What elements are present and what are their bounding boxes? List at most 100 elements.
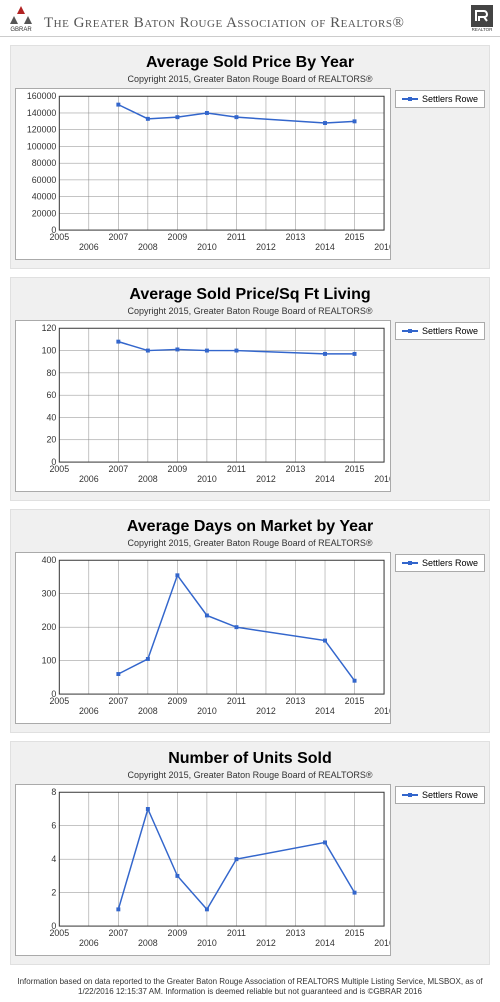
svg-text:2005: 2005 (49, 696, 69, 706)
chart-legend: Settlers Rowe (395, 786, 485, 804)
svg-text:2011: 2011 (227, 928, 246, 938)
svg-text:2005: 2005 (49, 232, 69, 242)
svg-text:60000: 60000 (32, 175, 57, 185)
svg-text:80000: 80000 (32, 158, 57, 168)
svg-text:2012: 2012 (256, 474, 276, 484)
svg-text:2013: 2013 (286, 696, 306, 706)
svg-text:2006: 2006 (79, 242, 99, 252)
chart-plot: 0204060801001202005200720092011201320152… (15, 320, 391, 492)
chart-title: Average Sold Price By Year (15, 54, 485, 72)
svg-text:100000: 100000 (27, 141, 57, 151)
chart-legend: Settlers Rowe (395, 322, 485, 340)
chart-title: Number of Units Sold (15, 750, 485, 768)
svg-text:400: 400 (42, 555, 57, 565)
svg-text:300: 300 (42, 589, 57, 599)
chart-row: 0100200300400200520072009201120132015200… (15, 552, 485, 724)
svg-text:2008: 2008 (138, 242, 158, 252)
svg-text:2006: 2006 (79, 474, 99, 484)
svg-text:2010: 2010 (197, 242, 217, 252)
svg-text:160000: 160000 (27, 91, 57, 101)
svg-text:40: 40 (47, 412, 57, 422)
svg-text:20: 20 (47, 435, 57, 445)
svg-text:2012: 2012 (256, 242, 276, 252)
chart-title: Average Sold Price/Sq Ft Living (15, 286, 485, 304)
svg-text:60: 60 (47, 390, 57, 400)
chart-panel-1: Average Sold Price/Sq Ft Living Copyright… (10, 277, 490, 501)
logo-left-group: GBRAR The Greater Baton Rouge Associatio… (6, 4, 404, 32)
svg-text:2008: 2008 (138, 474, 158, 484)
svg-text:100: 100 (42, 656, 57, 666)
chart-row: 0246820052007200920112013201520062008201… (15, 784, 485, 956)
chart-panel-2: Average Days on Market by YearCopyright … (10, 509, 490, 733)
svg-text:2012: 2012 (256, 938, 276, 948)
svg-text:120: 120 (42, 323, 57, 333)
svg-text:2: 2 (51, 888, 56, 898)
svg-text:40000: 40000 (32, 192, 57, 202)
svg-text:8: 8 (51, 787, 56, 797)
realtor-logo-icon: REALTOR (470, 4, 494, 32)
svg-text:2013: 2013 (286, 464, 306, 474)
legend-line-icon (402, 330, 418, 332)
svg-text:2006: 2006 (79, 706, 99, 716)
svg-text:2016: 2016 (374, 242, 391, 252)
gbrar-logo-icon: GBRAR (6, 4, 36, 32)
chart-row: 0200004000060000800001000001200001400001… (15, 88, 485, 260)
chart-row: 0204060801001202005200720092011201320152… (15, 320, 485, 492)
svg-text:2014: 2014 (315, 242, 335, 252)
svg-text:2016: 2016 (374, 706, 391, 716)
legend-label: Settlers Rowe (422, 326, 478, 336)
legend-line-icon (402, 794, 418, 796)
svg-text:20000: 20000 (32, 208, 57, 218)
svg-text:2008: 2008 (138, 938, 158, 948)
svg-text:6: 6 (51, 821, 56, 831)
svg-text:2005: 2005 (49, 464, 69, 474)
svg-text:2009: 2009 (168, 928, 188, 938)
svg-text:2009: 2009 (168, 232, 188, 242)
svg-text:2010: 2010 (197, 706, 217, 716)
svg-text:2007: 2007 (109, 696, 129, 706)
svg-text:2016: 2016 (374, 938, 391, 948)
svg-text:2016: 2016 (374, 474, 391, 484)
chart-plot: 0200004000060000800001000001200001400001… (15, 88, 391, 260)
svg-text:2009: 2009 (168, 696, 188, 706)
svg-text:2015: 2015 (345, 232, 365, 242)
svg-text:2015: 2015 (345, 696, 365, 706)
chart-title: Average Days on Market by Year (15, 518, 485, 536)
svg-text:2008: 2008 (138, 706, 158, 716)
svg-text:GBRAR: GBRAR (10, 27, 32, 32)
charts-container: Average Sold Price By Year Copyright 2015… (0, 45, 500, 965)
svg-text:2010: 2010 (197, 474, 217, 484)
svg-text:2011: 2011 (227, 232, 246, 242)
chart-plot: 0246820052007200920112013201520062008201… (15, 784, 391, 956)
svg-text:80: 80 (47, 368, 57, 378)
svg-text:2005: 2005 (49, 928, 69, 938)
svg-text:2012: 2012 (256, 706, 276, 716)
svg-text:2014: 2014 (315, 706, 335, 716)
svg-text:REALTOR: REALTOR (472, 27, 494, 32)
svg-text:2013: 2013 (286, 232, 306, 242)
legend-line-icon (402, 98, 418, 100)
svg-text:2014: 2014 (315, 938, 335, 948)
chart-copyright: Copyright 2015, Greater Baton Rouge Boar… (15, 770, 485, 780)
chart-copyright: Copyright 2015, Greater Baton Rouge Boar… (15, 74, 485, 84)
svg-text:2007: 2007 (109, 928, 129, 938)
chart-panel-0: Average Sold Price By Year Copyright 2015… (10, 45, 490, 269)
legend-label: Settlers Rowe (422, 94, 478, 104)
chart-panel-3: Number of Units Sold Copyright 2015, Grea… (10, 741, 490, 965)
chart-plot: 0100200300400200520072009201120132015200… (15, 552, 391, 724)
svg-text:100: 100 (42, 346, 57, 356)
svg-text:2011: 2011 (227, 464, 246, 474)
svg-text:2007: 2007 (109, 232, 129, 242)
svg-text:2006: 2006 (79, 938, 99, 948)
svg-text:2014: 2014 (315, 474, 335, 484)
chart-copyright: Copyright 2015, Greater Baton Rouge Boar… (15, 306, 485, 316)
svg-text:4: 4 (51, 854, 56, 864)
footer-text: Information based on data reported to th… (0, 973, 500, 1002)
legend-label: Settlers Rowe (422, 790, 478, 800)
svg-text:200: 200 (42, 622, 57, 632)
svg-text:2010: 2010 (197, 938, 217, 948)
svg-text:2015: 2015 (345, 928, 365, 938)
svg-text:2015: 2015 (345, 464, 365, 474)
svg-text:2007: 2007 (109, 464, 129, 474)
svg-text:120000: 120000 (27, 125, 57, 135)
